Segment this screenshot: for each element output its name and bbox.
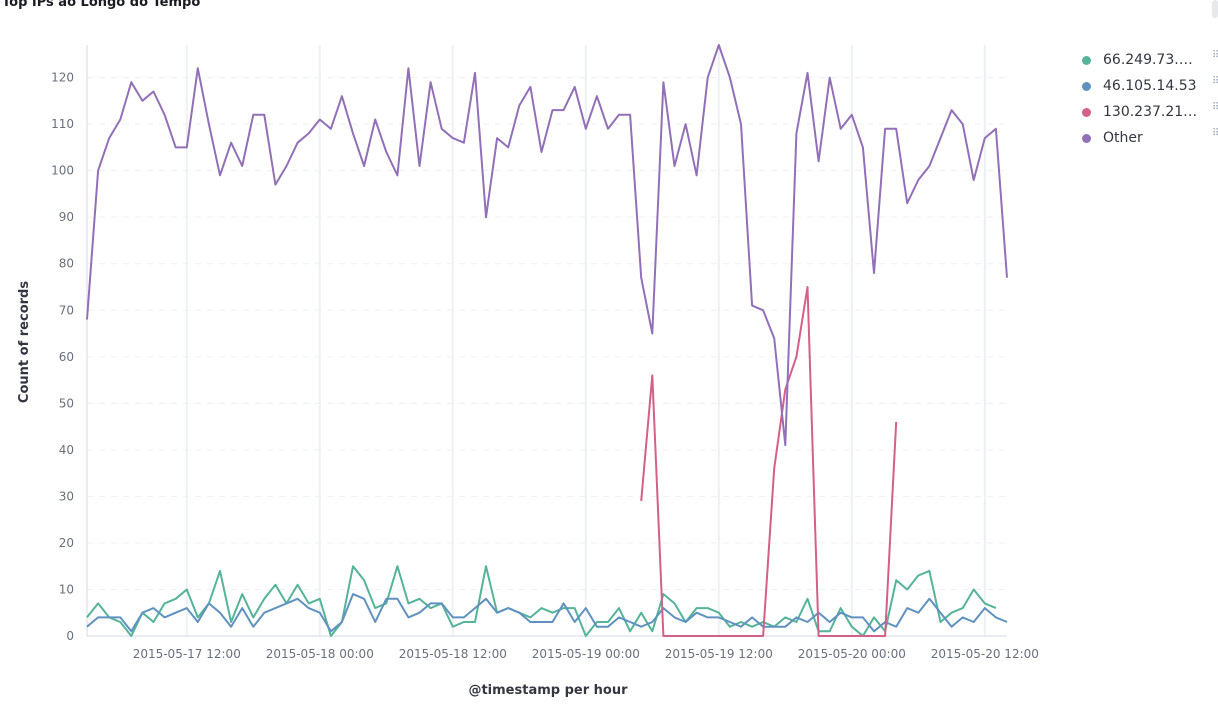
legend-swatch [1082,133,1091,143]
y-axis: 0 10 20 30 40 50 60 70 80 90 100 110 120 [51,45,88,643]
legend-swatch [1082,55,1091,65]
legend-swatch [1082,81,1091,91]
x-tick-label: 2015-05-19 12:00 [665,647,773,661]
x-axis-title: @timestamp per hour [468,683,628,698]
legend-item-series-0[interactable]: 66.249.73.135 [1078,47,1199,73]
y-tick-label: 70 [59,303,74,317]
y-tick-label: 10 [59,582,74,596]
y-tick-label: 0 [66,629,74,643]
legend-label: Other [1103,130,1143,146]
legend-item-series-3[interactable]: Other [1078,125,1199,151]
y-tick-label: 80 [59,257,74,271]
y-tick-label: 120 [51,71,74,85]
legend-swatch [1082,107,1091,117]
y-tick-label: 60 [59,350,74,364]
series-line-1[interactable] [86,593,1008,633]
x-tick-label: 2015-05-20 00:00 [798,647,906,661]
y-tick-label: 40 [59,443,74,457]
x-tick-label: 2015-05-19 00:00 [532,647,640,661]
y-tick-label: 90 [59,210,74,224]
x-tick-label: 2015-05-17 12:00 [133,647,241,661]
y-tick-label: 110 [51,117,74,131]
legend-item-series-1[interactable]: 46.105.14.53 [1078,73,1199,99]
y-tick-label: 30 [59,489,74,503]
legend-options-icon[interactable]: ⠿ [1212,102,1218,113]
legend-label: 46.105.14.53 [1103,78,1197,94]
legend-options-icon[interactable]: ⠿ [1212,128,1218,139]
y-tick-label: 100 [51,164,74,178]
series-line-0[interactable] [86,565,997,637]
series-lines[interactable] [86,44,1008,637]
y-tick-label: 20 [59,536,74,550]
x-tick-label: 2015-05-20 12:00 [931,647,1039,661]
legend-options-icon[interactable]: ⠿ [1212,50,1218,61]
series-line-2[interactable] [640,286,898,637]
legend-label: 130.237.218.... [1103,104,1199,120]
y-tick-label: 50 [59,396,74,410]
legend-options-icon[interactable]: ⠿ [1212,76,1218,87]
y-axis-title: Count of records [17,281,32,403]
scrollbar[interactable] [1212,0,1218,18]
series-line-3[interactable] [86,44,1008,447]
chart-title: Top IPs ao Longo do Tempo [2,0,201,10]
x-tick-label: 2015-05-18 00:00 [266,647,374,661]
legend-label: 66.249.73.135 [1103,52,1199,68]
legend-item-series-2[interactable]: 130.237.218.... [1078,99,1199,125]
x-axis: 2015-05-17 12:00 2015-05-18 00:00 2015-05-… [87,635,1039,661]
x-tick-label: 2015-05-18 12:00 [399,647,507,661]
legend: 66.249.73.135 46.105.14.53 130.237.218..… [1078,47,1199,151]
